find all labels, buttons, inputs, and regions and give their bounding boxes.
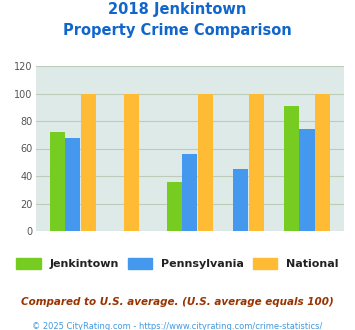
Bar	[300, 129, 315, 231]
Text: Property Crime Comparison: Property Crime Comparison	[63, 23, 292, 38]
Bar	[81, 93, 96, 231]
Bar	[182, 154, 197, 231]
Bar	[65, 138, 80, 231]
Text: Compared to U.S. average. (U.S. average equals 100): Compared to U.S. average. (U.S. average …	[21, 297, 334, 307]
Bar	[233, 169, 248, 231]
Bar	[166, 182, 182, 231]
Bar	[124, 93, 139, 231]
Legend: Jenkintown, Pennsylvania, National: Jenkintown, Pennsylvania, National	[16, 258, 339, 269]
Bar	[249, 93, 264, 231]
Bar	[198, 93, 213, 231]
Bar	[315, 93, 330, 231]
Bar	[50, 132, 65, 231]
Text: 2018 Jenkintown: 2018 Jenkintown	[108, 2, 247, 16]
Text: © 2025 CityRating.com - https://www.cityrating.com/crime-statistics/: © 2025 CityRating.com - https://www.city…	[32, 322, 323, 330]
Bar	[284, 106, 299, 231]
